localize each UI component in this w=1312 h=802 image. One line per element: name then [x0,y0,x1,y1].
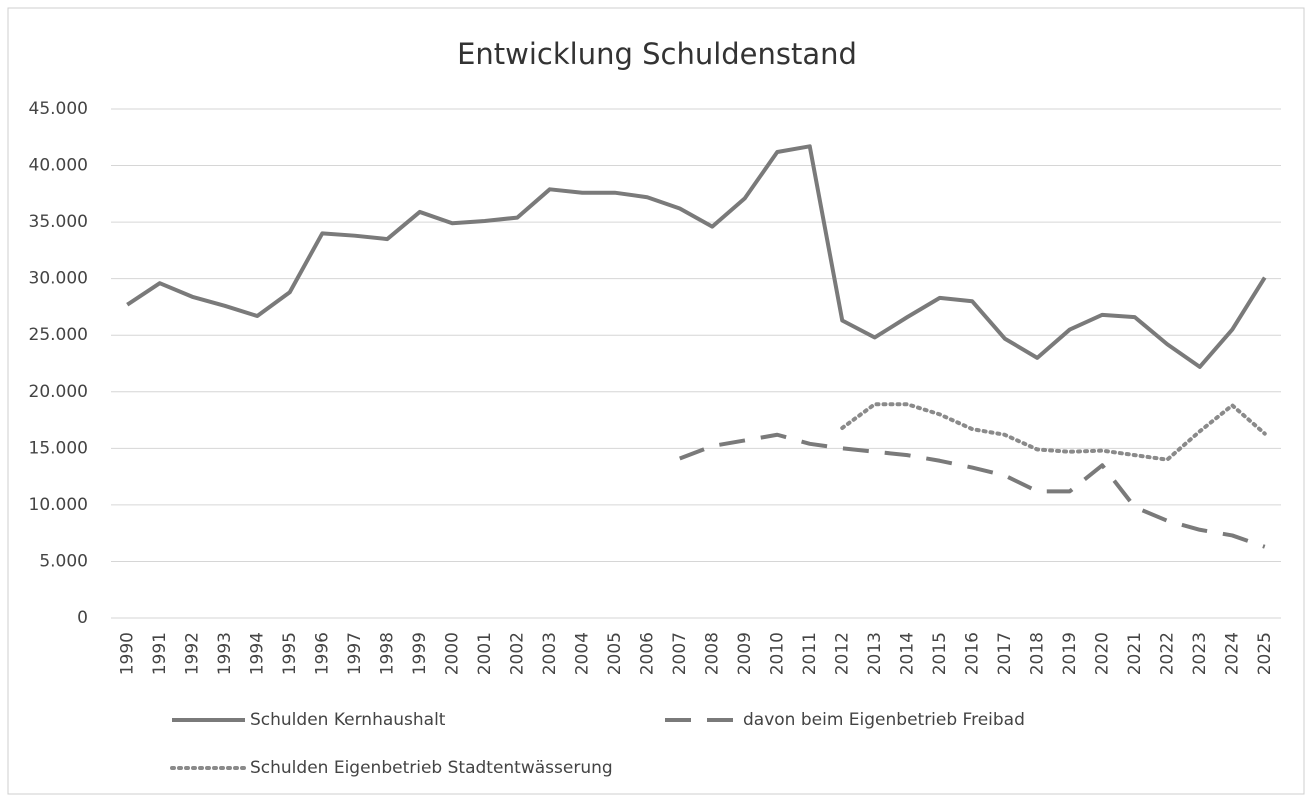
x-tick-label: 2017 [995,632,1015,675]
x-tick-label: 1992 [182,632,202,675]
x-tick-label: 2001 [475,632,495,675]
x-tick-label: 2009 [735,632,755,675]
x-tick-label: 2011 [800,632,820,675]
x-tick-label: 1997 [345,632,365,675]
x-tick-label: 2007 [670,632,690,675]
x-tick-label: 2019 [1060,632,1080,675]
x-tick-label: 2004 [572,632,592,675]
chart-title: Entwicklung Schuldenstand [457,37,857,71]
x-tick-label: 2024 [1222,632,1242,675]
y-tick-label: 20.000 [29,382,88,402]
x-tick-label: 2010 [767,632,787,675]
x-tick-label: 2022 [1157,632,1177,675]
y-tick-label: 5.000 [39,551,88,571]
y-tick-label: 40.000 [29,156,88,176]
series-line [126,144,1267,369]
x-tick-label: 2015 [930,632,950,675]
series-line [679,432,1266,549]
x-tick-label: 2002 [507,632,527,675]
y-tick-label: 15.000 [29,438,88,458]
x-tick-label: 2008 [702,632,722,675]
legend-label: Schulden Eigenbetrieb Stadtentwässerung [250,758,613,778]
y-tick-label: 0 [77,608,88,628]
legend-label: Schulden Kernhaushalt [250,710,446,730]
x-tick-label: 2013 [865,632,885,675]
x-tick-label: 1991 [150,632,170,675]
x-tick-label: 2012 [832,632,852,675]
x-tick-label: 1993 [215,632,235,675]
y-tick-label: 10.000 [29,495,88,515]
legend-label: davon beim Eigenbetrieb Freibad [743,710,1025,730]
x-tick-label: 1990 [117,632,137,675]
y-tick-label: 30.000 [29,269,88,289]
x-tick-label: 2023 [1190,632,1210,675]
x-tick-label: 1995 [280,632,300,675]
x-tick-label: 2006 [637,632,657,675]
x-tick-label: 1998 [377,632,397,675]
x-tick-label: 2005 [605,632,625,675]
x-tick-label: 1994 [247,632,267,675]
x-tick-label: 2018 [1027,632,1047,675]
y-tick-label: 35.000 [29,212,88,232]
x-tick-label: 2021 [1125,632,1145,675]
series-line [840,402,1267,462]
chart-frame [7,7,1305,795]
x-tick-label: 2014 [897,632,917,675]
y-tick-label: 45.000 [29,99,88,119]
x-tick-label: 2016 [962,632,982,675]
x-tick-label: 2000 [442,632,462,675]
x-tick-label: 2003 [540,632,560,675]
x-tick-label: 1996 [312,632,332,675]
x-tick-label: 2020 [1092,632,1112,675]
y-tick-label: 25.000 [29,325,88,345]
x-tick-label: 1999 [410,632,430,675]
x-tick-label: 2025 [1255,632,1275,675]
